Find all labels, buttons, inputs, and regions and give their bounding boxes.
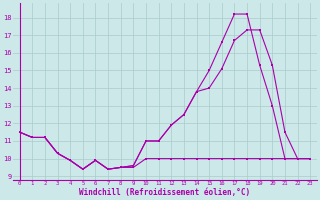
X-axis label: Windchill (Refroidissement éolien,°C): Windchill (Refroidissement éolien,°C): [79, 188, 251, 197]
